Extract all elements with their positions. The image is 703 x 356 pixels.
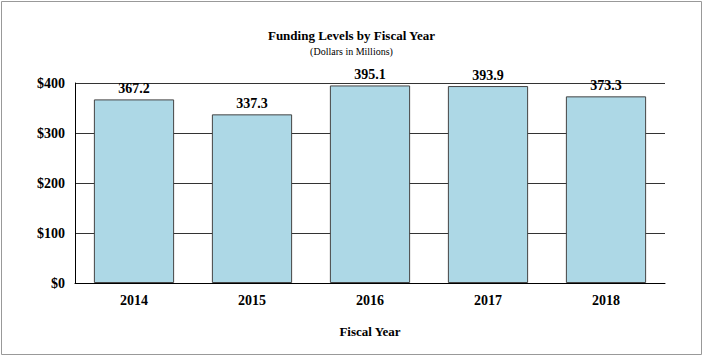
svg-text:$100: $100 <box>37 226 65 241</box>
svg-text:2016: 2016 <box>356 293 384 308</box>
svg-text:367.2: 367.2 <box>118 81 150 96</box>
svg-text:2018: 2018 <box>592 293 620 308</box>
svg-text:395.1: 395.1 <box>354 67 386 82</box>
svg-text:Fiscal Year: Fiscal Year <box>339 324 400 339</box>
svg-text:$300: $300 <box>37 126 65 141</box>
svg-text:2014: 2014 <box>120 293 148 308</box>
svg-text:2017: 2017 <box>474 293 502 308</box>
svg-text:337.3: 337.3 <box>236 96 268 111</box>
svg-text:Funding Levels by Fiscal Year: Funding Levels by Fiscal Year <box>268 28 435 43</box>
svg-text:373.3: 373.3 <box>590 78 622 93</box>
svg-text:393.9: 393.9 <box>472 68 504 83</box>
svg-text:2015: 2015 <box>238 293 266 308</box>
svg-text:$0: $0 <box>51 276 65 291</box>
svg-text:$200: $200 <box>37 176 65 191</box>
svg-text:$400: $400 <box>37 76 65 91</box>
svg-text:(Dollars in Millions): (Dollars in Millions) <box>310 46 393 58</box>
